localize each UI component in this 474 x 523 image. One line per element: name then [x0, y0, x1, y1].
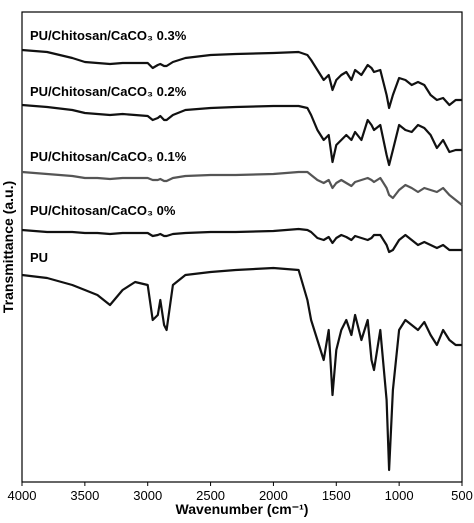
x-tick-label: 1000	[385, 488, 414, 503]
series-line	[21, 48, 462, 110]
series-label: PU	[30, 250, 48, 265]
series-label: PU/Chitosan/CaCO₃ 0.3%	[30, 28, 187, 43]
series-line	[21, 170, 463, 206]
series-label: PU/Chitosan/CaCO₃ 0.2%	[30, 84, 187, 99]
x-axis-label: Wavenumber (cm⁻¹)	[176, 501, 309, 517]
x-tick-label: 2000	[259, 488, 288, 503]
x-tick-label: 2500	[196, 488, 225, 503]
plot-frame	[21, 11, 463, 483]
y-axis-label: Transmittance (a.u.)	[0, 181, 16, 313]
x-tick-label: 4000	[8, 488, 37, 503]
series-line	[21, 266, 462, 472]
series-line	[21, 103, 462, 167]
x-tick-label: 500	[451, 488, 473, 503]
x-tick-label: 1500	[322, 488, 351, 503]
x-tick-label: 3000	[133, 488, 162, 503]
series-line	[21, 227, 462, 254]
x-tick-label: 3500	[70, 488, 99, 503]
series-label: PU/Chitosan/CaCO₃ 0.1%	[30, 149, 187, 164]
series-label: PU/Chitosan/CaCO₃ 0%	[30, 203, 176, 218]
